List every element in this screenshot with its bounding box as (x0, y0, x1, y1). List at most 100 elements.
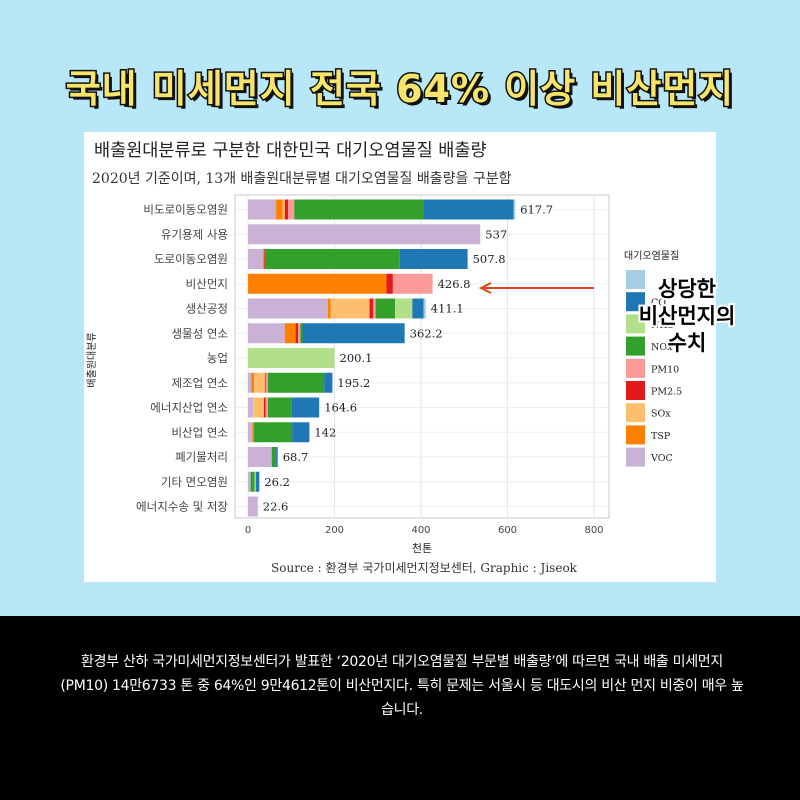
bar-segment (276, 447, 278, 467)
x-tick-label: 400 (411, 525, 430, 536)
legend-swatch (626, 270, 645, 289)
callout-line-2: 비산먼지의 (637, 302, 738, 330)
legend-label: PM2.5 (651, 387, 682, 398)
legend-label: NH3 (651, 320, 674, 331)
value-label: 26.2 (264, 475, 290, 489)
bar-segment (264, 372, 266, 393)
bar-segment (248, 298, 329, 319)
bar-segment (300, 323, 303, 344)
bar-segment (248, 323, 285, 344)
bar-segment (330, 298, 370, 319)
legend-label: CO (651, 298, 666, 309)
caption-text: 환경부 산하 국가미세먼지정보센터가 발표한 ‘2020년 대기오염물질 부문별… (60, 654, 744, 718)
bar-segment (267, 397, 292, 418)
value-label: 195.2 (337, 376, 370, 390)
bar-segment (375, 298, 396, 319)
value-label: 507.8 (473, 252, 506, 266)
bar-segment (248, 471, 251, 492)
category-label: 에너지수송 및 저장 (136, 500, 228, 514)
bar-segment (295, 323, 299, 344)
chart-card: 배출원대분류로 구분한 대한민국 대기오염물질 배출량 2020년 기준이며, … (84, 132, 716, 582)
bar-segment (248, 372, 252, 393)
x-tick-label: 200 (325, 525, 344, 536)
bar-segment (392, 273, 433, 294)
legend-swatch (626, 425, 645, 445)
bar-segment (265, 372, 268, 393)
legend-swatch (626, 292, 645, 312)
bar-segment (250, 471, 255, 492)
bar-segment (284, 199, 289, 220)
callout-line-1: 상당한 (656, 275, 718, 303)
callout-line-3: 수치 (666, 329, 709, 357)
value-label: 142 (314, 425, 336, 439)
category-label: 유기용제 사용 (161, 227, 228, 241)
bar-segment (248, 199, 277, 220)
value-label: 426.8 (438, 277, 471, 291)
category-label: 생물성 연소 (171, 326, 228, 340)
x-tick-labels: 0 200 400 600 800 (245, 525, 604, 536)
value-label: 200.1 (340, 351, 373, 365)
category-label: 제조업 연소 (171, 376, 228, 390)
legend-label: PM10 (651, 364, 679, 375)
bar-segment (276, 199, 283, 220)
bar-segment (412, 298, 424, 319)
legend-swatch (626, 358, 645, 378)
bar-segment (424, 199, 514, 220)
legend-label: NOx (651, 342, 673, 353)
bar-segment (254, 422, 293, 443)
bar-segment (267, 372, 325, 393)
bar-segment (253, 397, 265, 418)
category-label: 농업 (207, 351, 228, 365)
value-label: 617.7 (520, 203, 553, 217)
bar-segment (248, 422, 253, 443)
value-label: 537 (485, 227, 507, 241)
category-label: 비산먼지 (186, 277, 228, 291)
value-label: 22.6 (263, 500, 289, 514)
category-label: 기타 면오염원 (161, 475, 228, 489)
legend-swatch (626, 381, 645, 400)
bar-segment (271, 447, 277, 467)
chart-title: 배출원대분류로 구분한 대한민국 대기오염물질 배출량 (94, 141, 487, 161)
y-axis-label: 배출원대분류 (86, 332, 98, 387)
x-tick-label: 0 (245, 525, 251, 536)
bar-segment (302, 323, 405, 344)
bar-segment (372, 298, 376, 319)
bar-segment (265, 249, 400, 269)
category-label: 에너지산업 연소 (150, 401, 228, 415)
chart: 배출원대분류로 구분한 대한민국 대기오염물질 배출량 2020년 기준이며, … (86, 141, 682, 575)
bar-segment (369, 298, 373, 319)
x-tick-label: 800 (584, 525, 603, 536)
legend-label: SOx (651, 409, 671, 420)
category-label: 도로이동오염원 (154, 252, 228, 266)
bar-segment (248, 496, 258, 517)
bar-segment (255, 471, 260, 492)
legend-label: TSP (651, 431, 671, 442)
bar-segment (291, 397, 320, 418)
bar-segment (294, 199, 425, 220)
legend-swatch (626, 447, 645, 467)
bar-segment (263, 249, 265, 269)
bar-segment (248, 447, 272, 467)
callout-arrowhead (478, 282, 492, 294)
caption-background (0, 616, 800, 800)
bar-segment (251, 372, 255, 393)
bar-segment (248, 249, 264, 269)
legend-swatch (626, 336, 645, 356)
bar-segment (324, 372, 333, 393)
value-label: 362.2 (410, 326, 443, 340)
bar-segment (395, 298, 413, 319)
bar-segment (264, 249, 266, 269)
source-note: Source : 환경부 국가미세먼지정보센터, Graphic : Jiseo… (271, 561, 578, 575)
bar-segment (284, 323, 296, 344)
bar-segment (254, 372, 265, 393)
bars (248, 199, 516, 517)
bar-segment (513, 199, 516, 220)
headline: 국내 미세먼지 전국 64% 이상 비산먼지 (64, 66, 735, 113)
category-label: 비산업 연소 (171, 425, 228, 439)
bar-segment (248, 224, 481, 245)
x-tick-label: 600 (498, 525, 517, 536)
bar-segment (386, 273, 393, 294)
legend-swatch (626, 314, 645, 334)
bar-segment (423, 298, 426, 319)
